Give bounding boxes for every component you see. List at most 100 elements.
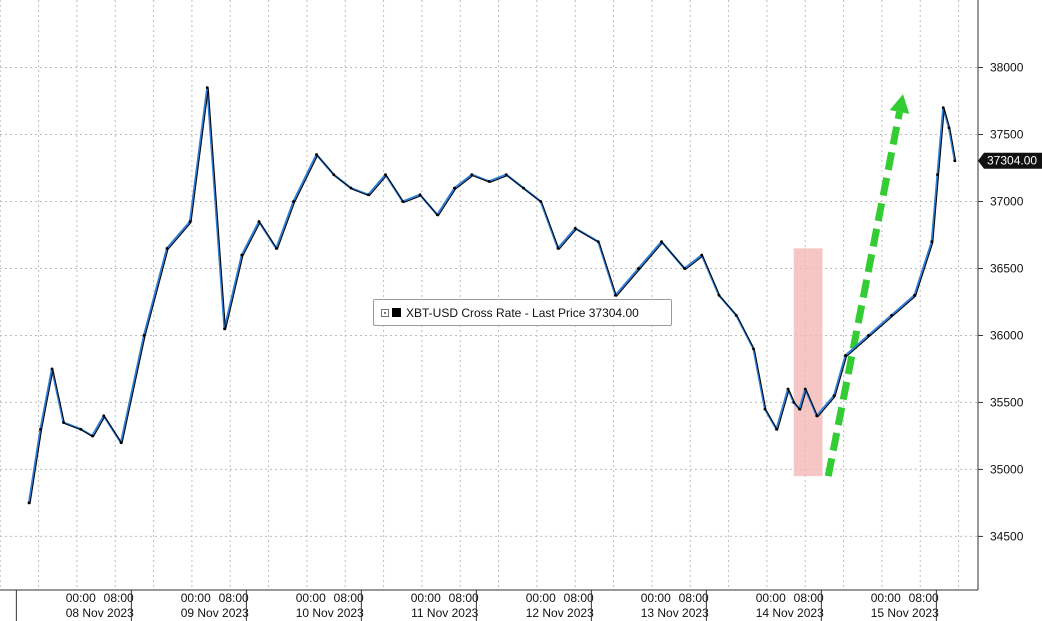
data-point bbox=[332, 173, 336, 177]
x-tick-label-midnight: 00:00 bbox=[296, 591, 326, 605]
data-point bbox=[401, 200, 405, 203]
data-point bbox=[637, 267, 640, 270]
data-point bbox=[953, 159, 957, 163]
x-tick-label-morning: 08:00 bbox=[104, 591, 134, 605]
x-tick-label-midnight: 00:00 bbox=[756, 591, 786, 605]
data-point bbox=[573, 226, 577, 230]
trend-arrow-head bbox=[889, 94, 910, 114]
data-point bbox=[504, 173, 508, 177]
data-point bbox=[752, 347, 755, 351]
data-point bbox=[683, 267, 686, 270]
x-date-label: 10 Nov 2023 bbox=[296, 606, 364, 620]
x-tick-label-midnight: 00:00 bbox=[411, 591, 441, 605]
price-series bbox=[27, 86, 957, 505]
data-point bbox=[453, 186, 456, 190]
data-point bbox=[913, 293, 916, 297]
y-tick-label: 38000 bbox=[990, 60, 1024, 74]
data-point bbox=[39, 427, 42, 431]
data-point bbox=[188, 220, 192, 223]
data-point bbox=[792, 401, 796, 404]
data-point bbox=[556, 246, 560, 250]
last-price-tag-label: 37304.00 bbox=[987, 154, 1037, 168]
data-point bbox=[257, 220, 261, 223]
data-point bbox=[539, 200, 543, 203]
y-tick-label: 37500 bbox=[990, 127, 1024, 141]
data-point bbox=[62, 421, 65, 424]
x-date-label: 15 Nov 2023 bbox=[871, 606, 939, 620]
data-point bbox=[384, 173, 387, 177]
x-tick-label-midnight: 00:00 bbox=[641, 591, 671, 605]
data-point bbox=[700, 253, 704, 257]
y-tick-label: 35000 bbox=[990, 462, 1024, 476]
y-tick-label: 37000 bbox=[990, 194, 1024, 208]
data-point bbox=[734, 313, 738, 317]
data-point bbox=[867, 334, 870, 337]
annotations bbox=[793, 94, 910, 477]
data-point bbox=[596, 240, 600, 244]
x-tick-label-midnight: 00:00 bbox=[66, 591, 96, 605]
data-point bbox=[941, 106, 945, 110]
data-point bbox=[832, 394, 836, 398]
data-point bbox=[79, 427, 83, 431]
y-tick-label: 36000 bbox=[990, 328, 1024, 342]
highlight-box bbox=[793, 248, 823, 477]
data-point bbox=[660, 240, 663, 244]
x-date-label: 12 Nov 2023 bbox=[526, 606, 594, 620]
data-point bbox=[487, 179, 491, 183]
data-point bbox=[315, 153, 318, 156]
x-tick-label-morning: 08:00 bbox=[909, 591, 939, 605]
x-tick-label-morning: 08:00 bbox=[219, 591, 249, 605]
data-point bbox=[798, 407, 801, 411]
x-date-label: 14 Nov 2023 bbox=[756, 606, 824, 620]
y-tick-label: 34500 bbox=[990, 529, 1024, 543]
x-tick-label-morning: 08:00 bbox=[334, 591, 364, 605]
data-point bbox=[240, 253, 244, 257]
data-point bbox=[763, 407, 767, 411]
last-price-pointer bbox=[978, 152, 984, 169]
data-point bbox=[614, 293, 617, 297]
data-point bbox=[205, 86, 209, 89]
data-point bbox=[522, 186, 525, 190]
y-tick-label: 36500 bbox=[990, 261, 1024, 275]
series-line-dark bbox=[29, 88, 957, 504]
data-point bbox=[418, 193, 422, 197]
y-tick-label: 35500 bbox=[990, 395, 1024, 409]
data-point bbox=[815, 414, 819, 418]
x-tick-label-morning: 08:00 bbox=[679, 591, 709, 605]
grid bbox=[0, 0, 978, 590]
data-point bbox=[102, 414, 106, 418]
data-point bbox=[947, 126, 951, 130]
legend-series-name: XBT-USD Cross Rate - Last Price bbox=[406, 305, 586, 320]
x-tick-label-morning: 08:00 bbox=[564, 591, 594, 605]
data-point bbox=[142, 334, 146, 337]
data-point bbox=[90, 434, 94, 438]
data-point bbox=[292, 200, 295, 203]
data-point bbox=[50, 367, 54, 371]
x-tick-label-midnight: 00:00 bbox=[181, 591, 211, 605]
trend-arrow-shaft bbox=[824, 111, 903, 477]
data-point bbox=[717, 293, 721, 297]
x-date-label: 13 Nov 2023 bbox=[641, 606, 709, 620]
last-price-tag bbox=[984, 152, 1042, 169]
data-point bbox=[803, 387, 807, 391]
data-point bbox=[27, 501, 31, 505]
x-tick-label-midnight: 00:00 bbox=[526, 591, 556, 605]
legend-swatch bbox=[392, 308, 401, 317]
data-point bbox=[119, 441, 123, 445]
legend-toggle-icon[interactable] bbox=[381, 308, 389, 317]
data-point bbox=[165, 246, 169, 250]
x-tick-label-midnight: 00:00 bbox=[871, 591, 901, 605]
legend[interactable]: XBT-USD Cross Rate - Last Price 37304.00 bbox=[373, 299, 672, 326]
x-tick-label-morning: 08:00 bbox=[449, 591, 479, 605]
x-date-label: 09 Nov 2023 bbox=[181, 606, 249, 620]
x-date-label: 08 Nov 2023 bbox=[66, 606, 134, 620]
legend-last-price: 37304.00 bbox=[588, 305, 639, 320]
data-point bbox=[775, 427, 778, 431]
data-point bbox=[349, 186, 353, 190]
data-point bbox=[890, 313, 893, 317]
x-tick-label-morning: 08:00 bbox=[794, 591, 824, 605]
data-point bbox=[844, 354, 847, 357]
